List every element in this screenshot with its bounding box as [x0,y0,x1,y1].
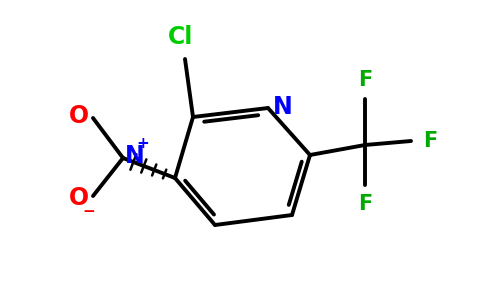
Text: O: O [69,186,89,210]
Text: −: − [83,203,95,218]
Text: F: F [423,131,437,151]
Text: O: O [69,104,89,128]
Text: N: N [125,144,145,168]
Text: N: N [273,95,293,119]
Text: F: F [358,70,372,90]
Text: +: + [136,136,150,152]
Text: Cl: Cl [168,25,194,49]
Text: F: F [358,194,372,214]
